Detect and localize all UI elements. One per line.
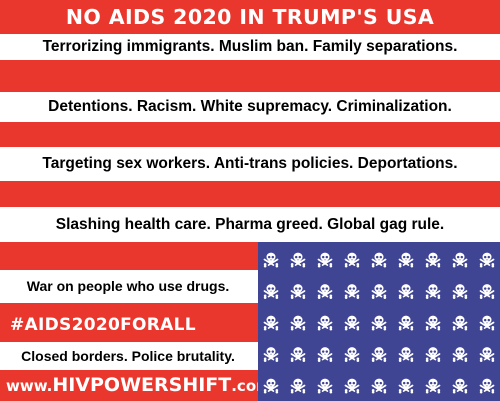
skull-and-crossbones-icon [317, 378, 333, 394]
hashtag: #AIDS2020FORALL [10, 315, 196, 335]
skull-and-crossbones-icon [452, 315, 468, 331]
skull-and-crossbones-icon [263, 315, 279, 331]
skull-grid [263, 252, 495, 394]
red-stripe [0, 0, 500, 34]
skull-and-crossbones-icon [398, 315, 414, 331]
skull-and-crossbones-icon [452, 347, 468, 362]
skull-and-crossbones-icon [344, 347, 360, 362]
skull-and-crossbones-icon [371, 284, 387, 299]
skull-and-crossbones-icon [344, 315, 360, 331]
white-stripe [0, 34, 500, 60]
skull-and-crossbones-icon [290, 252, 306, 268]
skull-and-crossbones-icon [371, 315, 387, 331]
slogan-line-1: Terrorizing immigrants. Muslim ban. Fami… [42, 38, 458, 55]
skull-and-crossbones-icon [263, 347, 279, 362]
slogan-line-2: Detentions. Racism. White supremacy. Cri… [48, 98, 452, 115]
website-url[interactable]: www.HIVPOWERSHIFT.com [6, 373, 272, 397]
skull-and-crossbones-icon [371, 378, 387, 394]
url-prefix: www. [6, 377, 53, 395]
skull-and-crossbones-icon [263, 252, 279, 268]
skull-and-crossbones-icon [317, 315, 333, 331]
skull-and-crossbones-icon [425, 315, 441, 331]
slogan-line-6: Closed borders. Police brutality. [21, 348, 235, 364]
skull-and-crossbones-icon [317, 347, 333, 362]
skull-and-crossbones-icon [479, 315, 495, 331]
skull-and-crossbones-icon [371, 252, 387, 268]
url-main: HIVPOWERSHIFT [52, 374, 232, 396]
skull-and-crossbones-icon [371, 347, 387, 362]
slogan-line-3: Targeting sex workers. Anti-trans polici… [42, 155, 458, 172]
skull-and-crossbones-icon [290, 347, 306, 362]
skull-and-crossbones-icon [398, 378, 414, 394]
skull-and-crossbones-icon [317, 252, 333, 268]
skull-and-crossbones-icon [290, 284, 306, 299]
skull-and-crossbones-icon [344, 252, 360, 268]
white-stripe [0, 207, 500, 242]
skull-and-crossbones-icon [398, 284, 414, 299]
skull-and-crossbones-icon [344, 378, 360, 394]
skull-and-crossbones-icon [452, 252, 468, 268]
white-stripe [0, 92, 500, 122]
red-stripe [0, 60, 500, 92]
skull-and-crossbones-icon [479, 284, 495, 299]
skull-and-crossbones-icon [425, 378, 441, 394]
skull-and-crossbones-icon [263, 378, 279, 394]
skull-and-crossbones-icon [290, 378, 306, 394]
skull-and-crossbones-icon [479, 378, 495, 394]
skull-and-crossbones-icon [317, 284, 333, 299]
slogan-line-5: War on people who use drugs. [26, 278, 230, 294]
white-stripe [0, 147, 500, 181]
skull-and-crossbones-icon [452, 284, 468, 299]
slogan-line-4: Slashing health care. Pharma greed. Glob… [55, 216, 445, 233]
skull-and-crossbones-icon [425, 252, 441, 268]
skull-and-crossbones-icon [425, 284, 441, 299]
skull-and-crossbones-icon [398, 347, 414, 362]
skull-and-crossbones-icon [452, 378, 468, 394]
skull-and-crossbones-icon [344, 284, 360, 299]
skull-and-crossbones-icon [398, 252, 414, 268]
skull-and-crossbones-icon [290, 315, 306, 331]
skull-and-crossbones-icon [479, 252, 495, 268]
poster-title: NO AIDS 2020 IN TRUMP'S USA [65, 5, 435, 29]
skull-and-crossbones-icon [479, 347, 495, 362]
skull-and-crossbones-icon [425, 347, 441, 362]
red-stripe [0, 181, 500, 207]
flag-canton [258, 242, 500, 401]
red-stripe [0, 122, 500, 147]
skull-and-crossbones-icon [263, 284, 279, 299]
